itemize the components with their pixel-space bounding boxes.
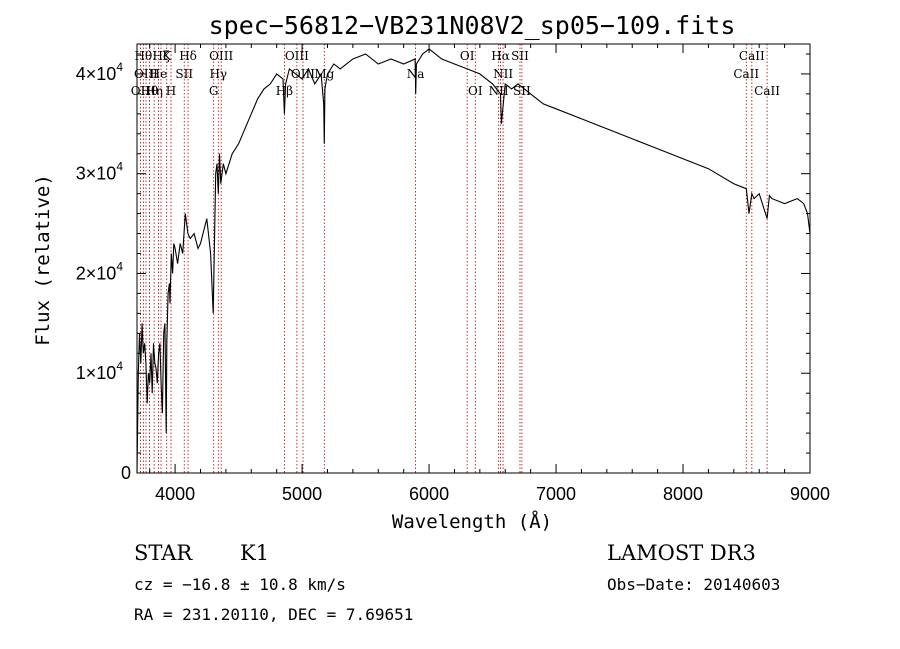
line-label-5: He	[150, 67, 168, 81]
line-label-0: OII	[131, 84, 151, 98]
y-tick-label-0: 0	[121, 463, 131, 483]
line-label-2: OIII	[134, 67, 158, 81]
object-subclass: K1	[240, 541, 269, 565]
line-label-12: Hγ	[209, 67, 227, 81]
obs-date: Obs−Date: 20140603	[607, 575, 780, 594]
x-tick-label-4: 8000	[663, 484, 703, 504]
line-label-14: Hβ	[276, 84, 293, 98]
line-labels: OIIHθOIIIHθHηHeHζKHSIIHδGHγOIIIHβOIIIOII…	[131, 49, 780, 98]
x-tick-label-0: 4000	[155, 484, 195, 504]
plot-frame	[136, 43, 811, 474]
line-label-26: CaII	[733, 67, 759, 81]
x-tick-label-2: 6000	[409, 484, 449, 504]
x-ticks: 4000 5000 6000 7000 8000 9000	[149, 44, 830, 504]
chart-title: spec−56812−VB231N08V2_sp05−109.fits	[209, 11, 736, 40]
x-axis-label: Wavelength (Å)	[392, 510, 552, 533]
x-tick-label-5: 9000	[790, 484, 830, 504]
y-tick-label-1: 1×104	[76, 359, 124, 383]
line-label-8: H	[166, 84, 176, 98]
redshift-cz: cz = −16.8 ± 10.8 km/s	[134, 575, 346, 594]
line-label-16: OIII	[291, 67, 315, 81]
y-tick-label-4: 4×104	[76, 60, 124, 84]
line-label-9: SII	[175, 67, 193, 81]
object-class: STAR	[134, 541, 193, 565]
y-axis-label: Flux (relative)	[32, 174, 54, 346]
line-label-1: Hθ	[134, 49, 152, 63]
line-label-10: Hδ	[179, 49, 197, 63]
line-label-7: K	[162, 49, 172, 63]
line-label-27: CaII	[739, 49, 765, 63]
line-label-22: Hα	[491, 49, 510, 63]
line-label-28: CaII	[754, 84, 780, 98]
line-label-3: Hθ	[141, 84, 159, 98]
line-label-4: Hη	[145, 84, 163, 98]
y-tick-label-3: 3×104	[76, 160, 124, 184]
survey-name: LAMOST DR3	[607, 541, 756, 565]
line-label-15: OIII	[285, 49, 309, 63]
line-label-13: OIII	[209, 49, 233, 63]
x-tick-label-1: 5000	[282, 484, 322, 504]
y-ticks: 0 1×104 2×104 3×104 4×104	[76, 53, 810, 483]
y-tick-label-2: 2×104	[76, 259, 124, 283]
spectrum-line	[136, 48, 811, 474]
x-tick-label-3: 7000	[536, 484, 576, 504]
line-label-19: OI	[460, 49, 475, 63]
line-label-6: Hζ	[153, 49, 170, 63]
line-label-24: SII	[511, 49, 529, 63]
line-label-11: G	[209, 84, 219, 98]
line-markers	[140, 44, 768, 473]
line-label-25: SII	[513, 84, 531, 98]
line-label-23: NII	[493, 67, 513, 81]
line-label-20: OI	[468, 84, 483, 98]
ra-dec: RA = 231.20110, DEC = 7.69651	[134, 605, 413, 624]
